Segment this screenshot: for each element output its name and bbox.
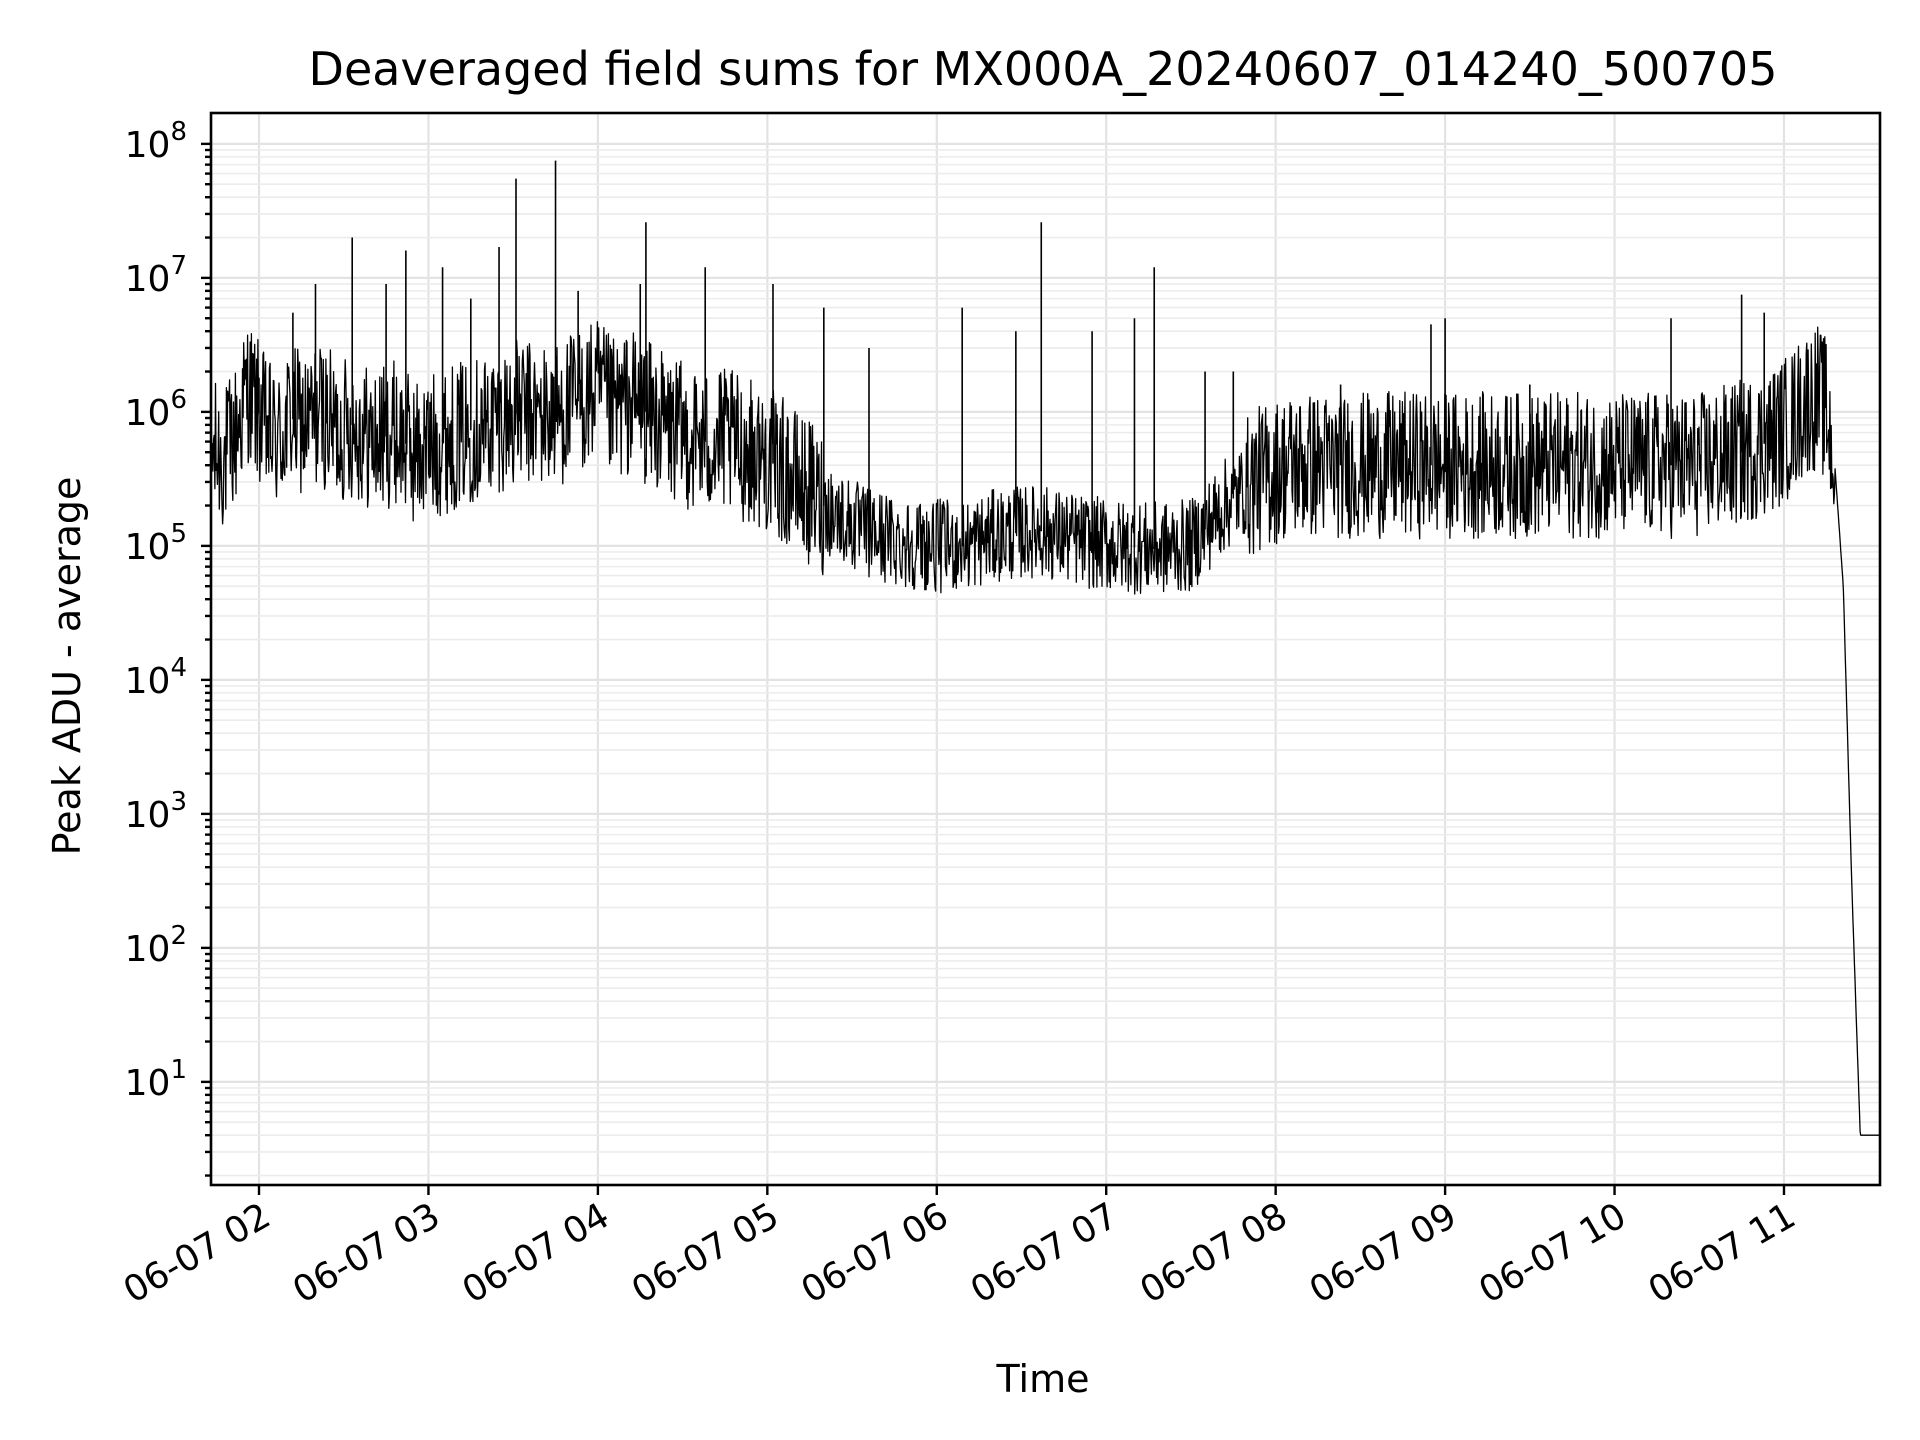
plot-area xyxy=(210,160,1881,1136)
y-tick-label: 106 xyxy=(125,385,187,434)
y-tick-base: 10 xyxy=(125,393,171,434)
y-tick-base: 10 xyxy=(125,795,171,836)
y-tick-exponent: 8 xyxy=(170,117,187,147)
y-tick-exponent: 2 xyxy=(170,921,187,951)
chart-title: Deaveraged field sums for MX000A_2024060… xyxy=(309,42,1778,96)
y-tick-label: 107 xyxy=(125,251,187,300)
y-tick-base: 10 xyxy=(125,259,171,300)
y-tick-label: 102 xyxy=(125,921,187,970)
plot-frame xyxy=(209,111,1882,1187)
y-tick-base: 10 xyxy=(125,929,171,970)
y-tick-base: 10 xyxy=(125,661,171,702)
y-tick-base: 10 xyxy=(125,1063,171,1104)
y-tick-base: 10 xyxy=(125,527,171,568)
y-tick-exponent: 6 xyxy=(170,385,187,415)
y-tick-label: 104 xyxy=(125,653,187,702)
y-tick-base: 10 xyxy=(125,125,171,166)
y-axis-label: Peak ADU - average xyxy=(45,477,89,856)
y-tick-label: 101 xyxy=(125,1055,187,1104)
y-tick-label: 108 xyxy=(125,117,187,166)
y-tick-label: 103 xyxy=(125,787,187,836)
x-axis-label: Time xyxy=(996,1357,1090,1401)
grid xyxy=(211,113,1880,1185)
series-line xyxy=(210,321,1881,1136)
y-tick-label: 105 xyxy=(125,519,187,568)
y-tick-exponent: 5 xyxy=(170,519,187,549)
y-tick-exponent: 7 xyxy=(170,251,187,281)
y-tick-exponent: 1 xyxy=(170,1055,187,1085)
y-tick-exponent: 3 xyxy=(170,787,187,817)
y-tick-exponent: 4 xyxy=(170,653,187,683)
